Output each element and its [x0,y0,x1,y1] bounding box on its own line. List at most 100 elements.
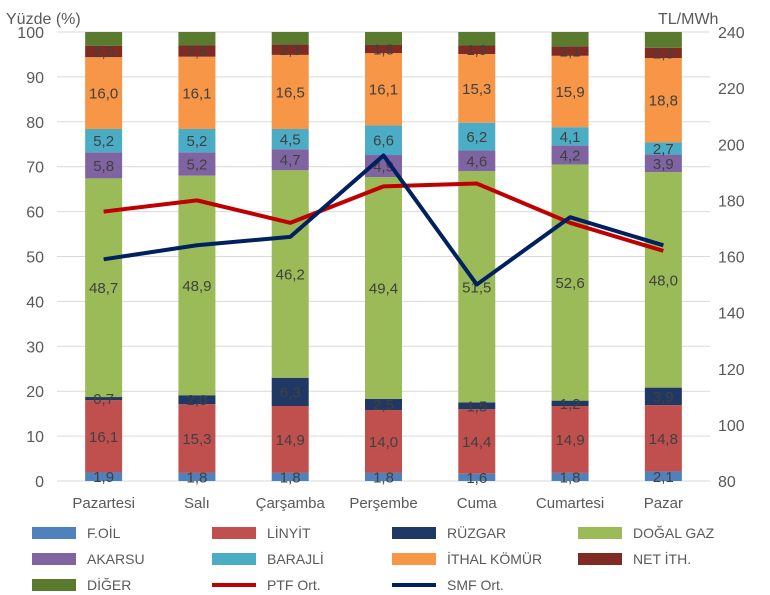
data-label: 4,6 [466,153,487,170]
data-label: 6,2 [466,129,487,146]
legend-label: NET İTH. [633,550,691,567]
series-line [103,181,664,253]
legend: F.OİL LİNYİT RÜZGAR DOĞAL GAZ AKARSU BARAJLİ İ… [32,524,715,593]
bar-segment [365,472,402,481]
bar-segment [458,150,496,172]
right-tick-label: 80 [718,474,736,491]
category-label: Cuma [457,495,498,512]
right-tick-label: 160 [718,250,745,267]
legend-swatch [392,553,436,565]
bar-segment [551,164,589,401]
data-label: 1,8 [373,469,394,486]
bar-segment [458,473,496,481]
data-label: 3,9 [653,156,674,173]
bar-segment [85,400,123,473]
bar-segment [178,152,216,176]
data-label: 51,5 [462,279,491,296]
bar-segment [178,56,216,129]
data-label: 18,8 [649,93,678,110]
legend-label: BARAJLİ [267,550,324,567]
bar-segment [365,410,402,473]
legend-label: İTHAL KÖMÜR [447,550,542,567]
right-tick-label: 200 [718,137,745,154]
legend-swatch [578,527,622,539]
bar-segment [644,142,682,155]
legend-label: DOĞAL GAZ [633,525,715,541]
bar-segment [85,397,123,401]
data-label: 1,6 [466,470,487,487]
data-label: 0,7 [93,391,114,408]
bar-segment [85,32,123,46]
data-label: 2,5 [93,44,114,61]
data-label: 6,6 [373,133,394,150]
bar-segment [551,406,589,473]
left-tick-label: 20 [26,384,44,401]
data-label: 48,0 [649,272,678,289]
data-label: 2,7 [653,141,674,158]
data-label: 16,5 [276,84,305,101]
legend-label: AKARSU [87,551,145,567]
bar-segment [644,172,682,388]
bar-segment [644,58,682,143]
bar-segment [365,32,402,46]
right-tick-label: 100 [718,418,745,435]
bar-segment [365,125,402,156]
data-label: 3,9 [653,389,674,406]
data-label: 1,8 [280,469,301,486]
bar-segment [458,54,496,123]
category-label: Cumartesi [536,495,604,512]
bar-segment [271,128,309,150]
bar-segment [551,46,589,56]
data-label: 1,9 [93,469,114,486]
bar-segment [271,170,309,378]
data-label: 2,1 [560,44,581,61]
data-label: 5,2 [186,133,207,150]
data-label: 2,3 [280,42,301,59]
data-label: 14,9 [555,432,584,449]
left-tick-label: 10 [26,429,44,446]
bar-segment [85,472,123,481]
legend-swatch [32,527,76,539]
data-label: 14,9 [276,432,305,449]
bar-segment [458,122,496,151]
bar-segment [178,128,216,153]
data-label: 16,0 [89,86,118,103]
legend-swatch [212,553,256,565]
data-label: 1,5 [466,398,487,415]
bar-segment [178,175,216,396]
bar-segment [365,177,402,399]
left-axis-title: Yüzde (%) [6,11,81,28]
bar-segment [458,402,496,410]
category-label: Pazartesi [72,495,135,512]
bar-segment [551,145,589,165]
category-label: Çarşamba [256,495,326,512]
bar-segment [178,32,216,46]
legend-label: DİĞER [87,576,131,593]
left-tick-label: 100 [17,25,44,42]
left-tick-label: 30 [26,339,44,356]
left-tick-label: 60 [26,205,44,222]
bar-segment [551,472,589,481]
bar-segment [271,472,309,481]
data-label: 1,8 [373,42,394,59]
bar-segment [644,32,682,48]
legend-swatch [32,553,76,565]
legend-label: RÜZGAR [447,524,506,541]
right-tick-label: 120 [718,362,745,379]
bar-segment [365,398,402,411]
data-label: 14,8 [649,431,678,448]
data-label: 16,1 [182,85,211,102]
legend-label: SMF Ort. [447,577,504,593]
legend-label: F.OİL [87,524,121,541]
data-label: 5,2 [93,133,114,150]
data-label: 2,5 [186,44,207,61]
bar-segment [271,377,309,407]
data-label: 48,7 [89,280,118,297]
bar-segment [365,53,402,126]
left-tick-label: 40 [26,294,44,311]
bar-segment [85,128,123,153]
left-tick-label: 80 [26,115,44,132]
segment-labels: 1,9 16,1 0,7 48,7 5,8 5,2 16,0 2,5 1,8 15,3 2,0 48,… [89,42,678,487]
data-label: 4,7 [280,152,301,169]
data-label: 2,1 [653,469,674,486]
